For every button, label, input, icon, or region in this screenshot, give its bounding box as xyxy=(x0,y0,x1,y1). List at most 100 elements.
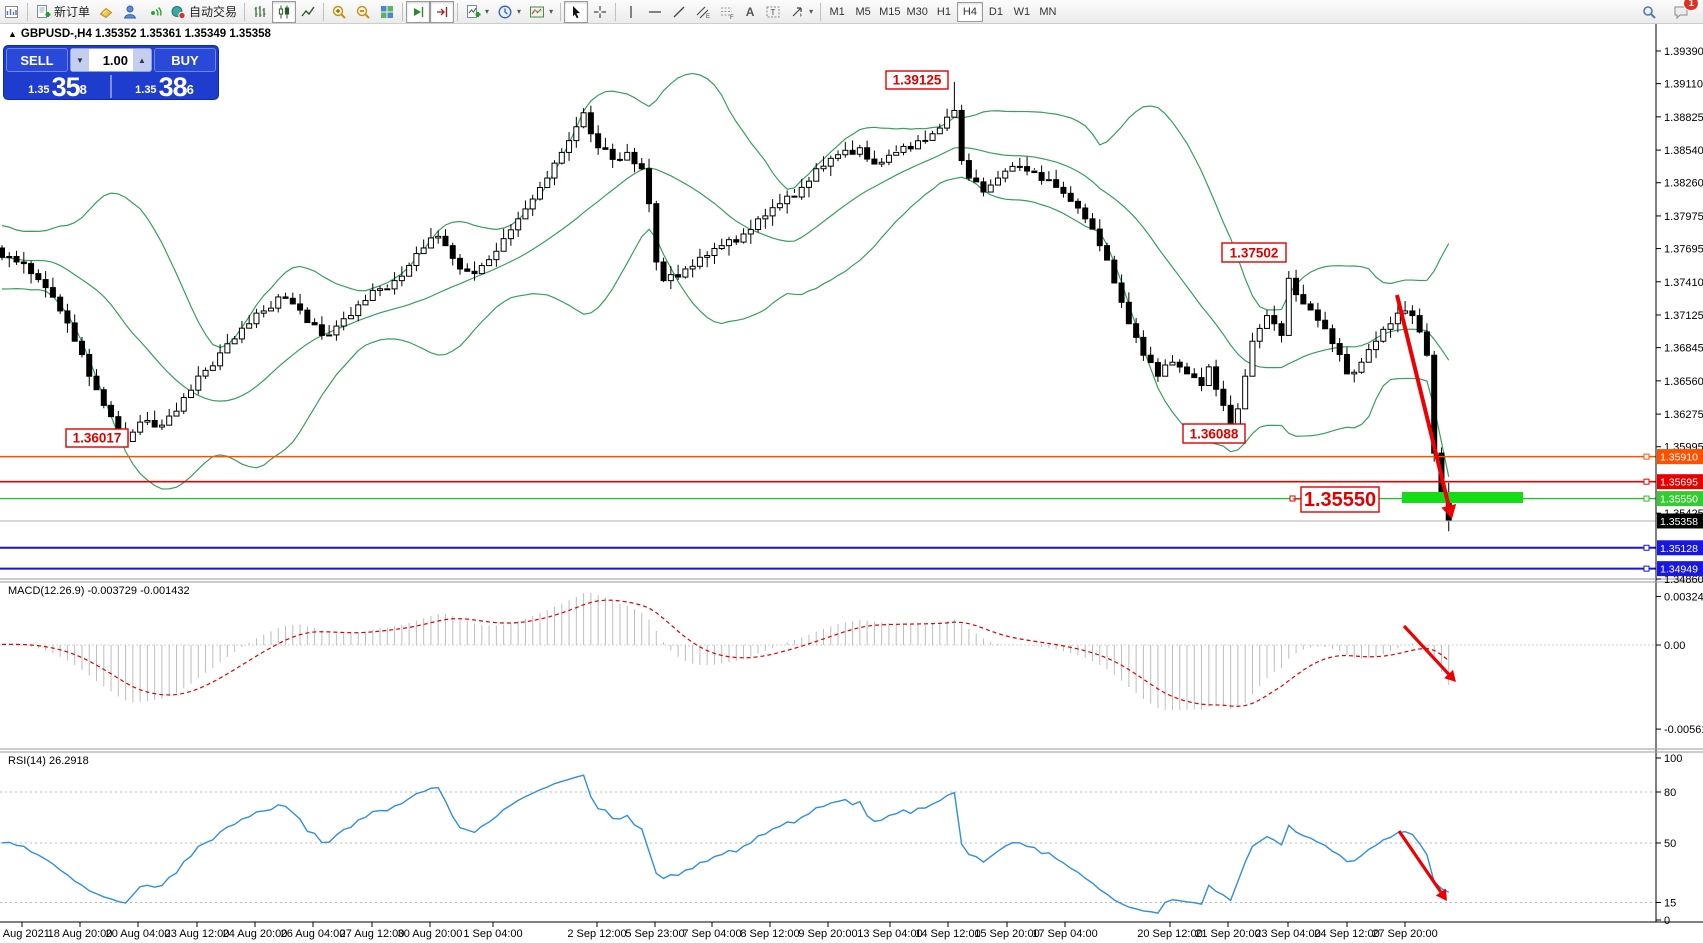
time-label: 7 Aug 2021 xyxy=(0,928,50,940)
zoom-in-button[interactable] xyxy=(327,1,351,23)
candle-down xyxy=(318,324,325,336)
cursor-tool-button[interactable] xyxy=(564,0,589,23)
tab-timeframe-M30[interactable]: M30 xyxy=(906,5,928,18)
text-tool-button[interactable]: A xyxy=(739,1,761,23)
chart-shift-button[interactable] xyxy=(430,0,455,23)
new-chart-icon xyxy=(5,5,18,18)
red-arrow-object[interactable] xyxy=(1402,624,1456,682)
tab-timeframe-MN[interactable]: MN xyxy=(1039,5,1057,18)
dropdown-caret-icon: ▾ xyxy=(809,7,814,16)
candle-up xyxy=(253,312,260,325)
price-tag xyxy=(1657,491,1703,507)
periods-button[interactable]: ▾ xyxy=(493,1,525,23)
zoom-out-button[interactable] xyxy=(351,1,375,23)
price-label-box[interactable] xyxy=(1221,242,1287,263)
price-label-box[interactable] xyxy=(1182,423,1246,444)
candle-up xyxy=(747,229,754,235)
person-icon xyxy=(123,5,137,18)
candle-down xyxy=(871,158,878,165)
horizontal-line-tool-button[interactable] xyxy=(643,1,667,23)
candle-up xyxy=(536,186,543,200)
trendline-tool-button[interactable] xyxy=(667,1,691,23)
candle-up xyxy=(769,207,776,217)
candle-up xyxy=(885,154,892,163)
volume-up-button[interactable]: ▲ xyxy=(133,49,151,71)
candle-up xyxy=(333,325,340,336)
hline-handle[interactable] xyxy=(1643,495,1650,502)
red-arrow-object[interactable] xyxy=(1397,830,1447,901)
price-tag-text: 1.35910 xyxy=(1660,452,1698,464)
candle-down xyxy=(100,389,107,406)
notifications-button[interactable]: 1 xyxy=(1669,0,1699,23)
price-label-box[interactable] xyxy=(1300,486,1380,513)
svg-text:15: 15 xyxy=(1664,898,1676,910)
buy-price[interactable]: 1.35 38 6 xyxy=(113,73,216,101)
candle-up xyxy=(478,265,485,275)
candle-down xyxy=(1198,377,1205,387)
time-label: 18 Aug 20:00 xyxy=(48,928,113,940)
tile-windows-button[interactable] xyxy=(375,1,399,23)
macd-signal-line xyxy=(1,599,1450,707)
candle-down xyxy=(1293,277,1300,296)
candle-down xyxy=(1343,354,1350,375)
new-order-button[interactable]: 新订单 xyxy=(31,1,94,23)
vertical-line-tool-button[interactable] xyxy=(619,1,643,23)
tab-timeframe-H1[interactable]: H1 xyxy=(936,5,951,18)
tab-timeframe-D1[interactable]: D1 xyxy=(988,5,1003,18)
toolbar-separator xyxy=(244,2,246,21)
price-label-box[interactable] xyxy=(65,428,129,448)
volume-stepper: ▼ 1.00 ▲ xyxy=(70,48,152,72)
fibonacci-tool-button[interactable]: F xyxy=(715,1,739,23)
tab-timeframe-M15[interactable]: M15 xyxy=(879,5,901,18)
tab-timeframe-W1[interactable]: W1 xyxy=(1013,5,1031,18)
rsi-indicator-label: RSI(14) 26.2918 xyxy=(8,755,89,767)
indicators-button[interactable]: ▾ xyxy=(461,1,493,23)
zoom-out-icon xyxy=(356,5,370,19)
bar-chart-button[interactable] xyxy=(248,1,272,23)
green-highlight-bar[interactable] xyxy=(1402,492,1523,503)
volume-down-button[interactable]: ▼ xyxy=(71,49,89,71)
cursor-icon xyxy=(573,5,581,18)
candle-up xyxy=(718,245,725,249)
channel-tool-button[interactable]: E xyxy=(691,1,715,23)
tab-timeframe-H4[interactable]: H4 xyxy=(956,1,983,22)
price-label-box[interactable] xyxy=(885,70,949,90)
hline-handle[interactable] xyxy=(1643,544,1650,551)
candle-up xyxy=(326,334,333,337)
line-chart-button[interactable] xyxy=(296,1,320,23)
volume-value[interactable]: 1.00 xyxy=(102,52,128,68)
templates-button[interactable]: ▾ xyxy=(525,1,557,23)
signals-button[interactable] xyxy=(142,1,166,23)
market-watch-button[interactable] xyxy=(94,1,118,23)
svg-text:0.00: 0.00 xyxy=(1664,640,1685,652)
hline-handle[interactable] xyxy=(1643,478,1650,485)
autotrading-button[interactable]: 自动交易 xyxy=(166,1,241,23)
sell-button[interactable]: SELL xyxy=(6,48,68,72)
data-window-button[interactable] xyxy=(118,1,142,23)
tab-timeframe-M1[interactable]: M1 xyxy=(829,5,845,18)
candlestick-chart-button[interactable] xyxy=(272,0,297,23)
search-button[interactable] xyxy=(1637,1,1661,23)
buy-button[interactable]: BUY xyxy=(154,48,216,72)
arrows-tool-button[interactable]: ▾ xyxy=(785,1,817,23)
buy-price-prefix: 1.35 xyxy=(135,84,157,96)
sell-price[interactable]: 1.35 35 8 xyxy=(6,73,109,101)
collapse-arrow-icon[interactable]: ▲ xyxy=(8,29,17,39)
hline-handle[interactable] xyxy=(1643,453,1650,460)
auto-scroll-button[interactable] xyxy=(406,0,431,23)
new-order-label: 新订单 xyxy=(54,5,91,19)
candle-up xyxy=(486,259,493,267)
text-label-tool-button[interactable]: T xyxy=(761,1,785,23)
svg-text:1.39110: 1.39110 xyxy=(1664,79,1703,91)
candle-up xyxy=(529,198,536,210)
crosshair-tool-button[interactable] xyxy=(588,1,612,23)
new-chart-button[interactable] xyxy=(0,1,24,23)
red-arrow-object[interactable] xyxy=(1395,294,1457,519)
price-tag xyxy=(1657,449,1703,465)
svg-text:1.38540: 1.38540 xyxy=(1664,145,1703,157)
hline-handle[interactable] xyxy=(1643,565,1650,572)
candle-down xyxy=(289,297,296,305)
tab-timeframe-M5[interactable]: M5 xyxy=(855,5,871,18)
candle-up xyxy=(776,203,783,209)
